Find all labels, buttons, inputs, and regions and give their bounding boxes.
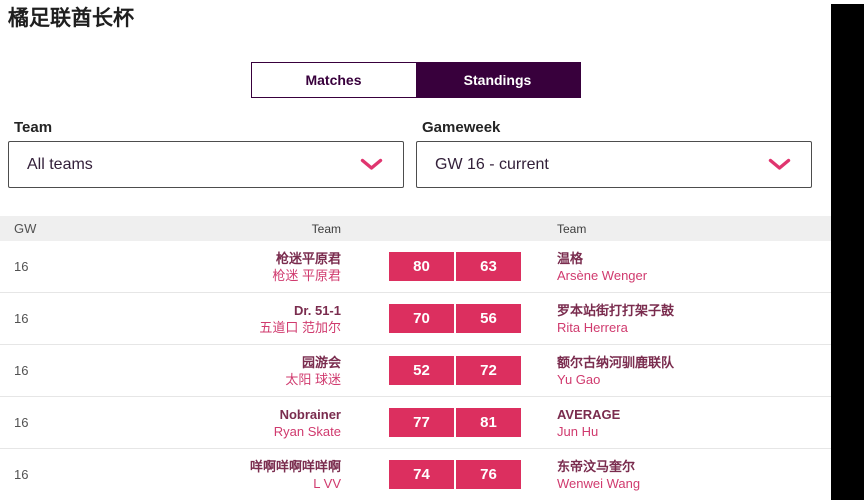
away-score: 72	[456, 356, 521, 385]
team-filter-label: Team	[14, 119, 53, 136]
away-team: 额尔古纳河驯鹿联队 Yu Gao	[555, 354, 831, 388]
gameweek-select-value: GW 16 - current	[435, 155, 549, 173]
home-team-name: 园游会	[301, 354, 341, 370]
tab-bar: Matches Standings	[250, 62, 581, 98]
away-score: 56	[456, 304, 521, 333]
home-manager-name: 枪迷 平原君	[272, 267, 341, 283]
away-score: 81	[456, 408, 521, 437]
scorebox: 52 72	[389, 356, 521, 385]
tab-standings[interactable]: Standings	[415, 63, 580, 97]
main-content: 橘足联酋长杯 Matches Standings Team All teams …	[0, 4, 831, 500]
away-team: 东帝汶马奎尔 Wenwei Wang	[555, 458, 831, 492]
home-manager-name: Ryan Skate	[273, 423, 341, 439]
gameweek-filter: Gameweek GW 16 - current	[416, 119, 812, 188]
home-team-name: 枪迷平原君	[275, 250, 341, 266]
away-manager-name: Wenwei Wang	[557, 475, 641, 491]
header-team-right: Team	[557, 221, 587, 236]
gw-value: 16	[14, 311, 29, 326]
away-team: 温格 Arsène Wenger	[555, 250, 831, 284]
gameweek-filter-label: Gameweek	[422, 119, 501, 136]
home-team: 园游会 太阳 球迷	[80, 354, 355, 388]
away-manager-name: Rita Herrera	[557, 319, 628, 335]
table-row: 16 Nobrainer Ryan Skate 77 81 AVERAGE Ju…	[0, 397, 831, 449]
away-team-name: 东帝汶马奎尔	[557, 458, 636, 474]
standings-table: GW Team Team 16 枪迷平原君 枪迷 平原君 80 63	[0, 216, 831, 500]
scorebox: 70 56	[389, 304, 521, 333]
home-score: 80	[389, 252, 454, 281]
away-team-name: AVERAGE	[557, 406, 621, 422]
home-manager-name: 太阳 球迷	[285, 371, 341, 387]
home-team-name: Dr. 51-1	[294, 302, 341, 318]
chevron-down-icon	[768, 158, 791, 170]
gw-value: 16	[14, 259, 29, 274]
away-team-name: 额尔古纳河驯鹿联队	[557, 354, 675, 370]
home-team: Dr. 51-1 五道口 范加尔	[80, 302, 355, 336]
away-team: AVERAGE Jun Hu	[555, 406, 831, 440]
tab-matches[interactable]: Matches	[251, 63, 416, 97]
team-filter: Team All teams	[8, 119, 404, 188]
page: 橘足联酋长杯 Matches Standings Team All teams …	[0, 4, 864, 500]
home-team-name: Nobrainer	[279, 406, 341, 422]
gw-value: 16	[14, 415, 29, 430]
away-score: 76	[456, 460, 521, 489]
home-score: 77	[389, 408, 454, 437]
gw-value: 16	[14, 467, 29, 482]
table-row: 16 枪迷平原君 枪迷 平原君 80 63 温格 Arsène Wenger	[0, 241, 831, 293]
home-team: 枪迷平原君 枪迷 平原君	[80, 250, 355, 284]
score-cell: 77 81	[355, 408, 555, 437]
home-score: 74	[389, 460, 454, 489]
away-manager-name: Yu Gao	[557, 371, 601, 387]
away-manager-name: Arsène Wenger	[557, 267, 648, 283]
home-team-name: 咩啊咩啊咩咩啊	[249, 458, 341, 474]
chevron-down-icon	[360, 158, 383, 170]
header-team-left: Team	[311, 221, 341, 236]
away-team-name: 罗本站街打打架子鼓	[557, 302, 675, 318]
table-header-row: GW Team Team	[0, 216, 831, 241]
team-select[interactable]: All teams	[8, 141, 404, 188]
away-score: 63	[456, 252, 521, 281]
gw-value: 16	[14, 363, 29, 378]
scorebox: 80 63	[389, 252, 521, 281]
filters-row: Team All teams Gameweek GW 16 - current	[8, 119, 812, 188]
home-score: 52	[389, 356, 454, 385]
score-cell: 70 56	[355, 304, 555, 333]
table-row: 16 Dr. 51-1 五道口 范加尔 70 56 罗本站街打打架子鼓 Rita…	[0, 293, 831, 345]
scorebox: 77 81	[389, 408, 521, 437]
table-row: 16 园游会 太阳 球迷 52 72 额尔古纳河驯鹿联队 Yu Gao	[0, 345, 831, 397]
home-manager-name: 五道口 范加尔	[259, 319, 341, 335]
score-cell: 52 72	[355, 356, 555, 385]
table-row: 16 咩啊咩啊咩咩啊 L VV 74 76 东帝汶马奎尔 Wenwei Wang	[0, 449, 831, 500]
home-team: Nobrainer Ryan Skate	[80, 406, 355, 440]
home-manager-name: L VV	[313, 475, 341, 491]
header-gw: GW	[14, 221, 37, 236]
right-edge-strip	[831, 4, 864, 500]
team-select-value: All teams	[27, 155, 93, 173]
page-title: 橘足联酋长杯	[8, 7, 134, 30]
home-team: 咩啊咩啊咩咩啊 L VV	[80, 458, 355, 492]
away-team-name: 温格	[557, 250, 584, 266]
home-score: 70	[389, 304, 454, 333]
gameweek-select[interactable]: GW 16 - current	[416, 141, 812, 188]
scorebox: 74 76	[389, 460, 521, 489]
away-team: 罗本站街打打架子鼓 Rita Herrera	[555, 302, 831, 336]
away-manager-name: Jun Hu	[557, 423, 599, 439]
score-cell: 80 63	[355, 252, 555, 281]
score-cell: 74 76	[355, 460, 555, 489]
